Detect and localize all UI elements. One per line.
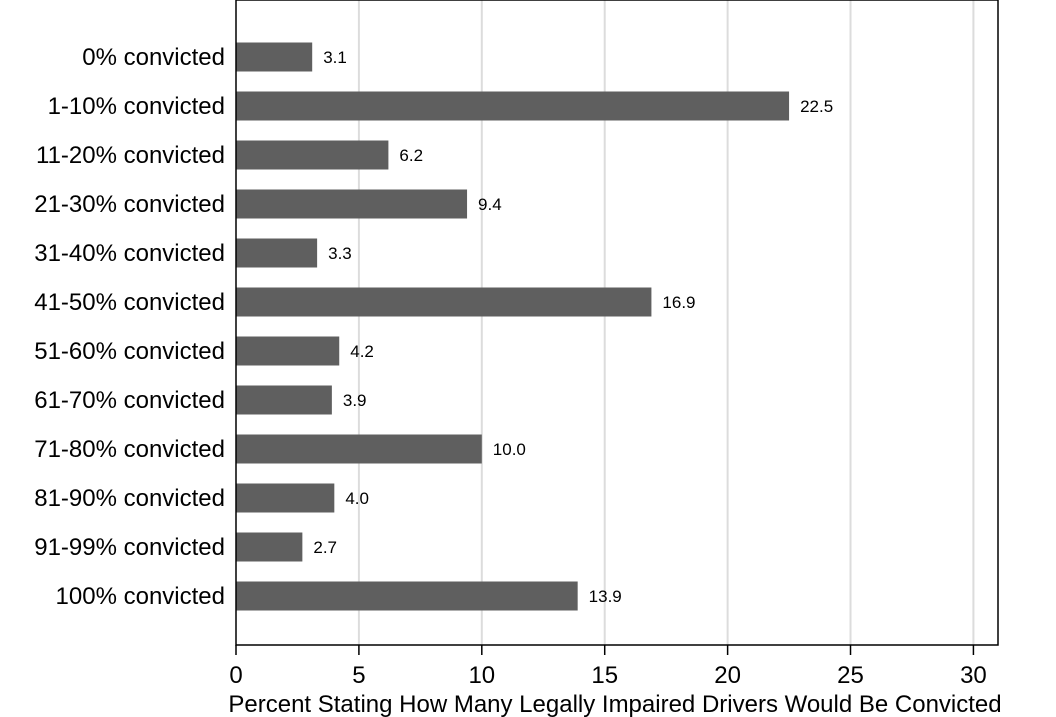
category-label: 100% convicted <box>56 583 225 610</box>
value-label: 4.0 <box>345 489 369 508</box>
value-label: 10.0 <box>493 440 526 459</box>
category-label: 61-70% convicted <box>34 387 225 414</box>
bar-1-10-convicted <box>236 91 790 121</box>
bar-91-99-convicted <box>236 532 303 562</box>
plot-frame <box>235 0 999 646</box>
value-label: 3.1 <box>323 48 347 67</box>
category-label: 1-10% convicted <box>48 93 225 120</box>
category-label: 21-30% convicted <box>34 191 225 218</box>
x-tick-label: 15 <box>591 662 618 689</box>
category-label: 91-99% convicted <box>34 534 225 561</box>
x-tick-label: 10 <box>468 662 495 689</box>
x-tick-label: 30 <box>960 662 987 689</box>
bar-81-90-convicted <box>236 483 335 513</box>
x-tick-label: 20 <box>714 662 741 689</box>
x-tick-label: 25 <box>837 662 864 689</box>
x-axis: 0 5 10 15 20 25 30 <box>229 645 987 689</box>
value-label: 13.9 <box>589 587 622 606</box>
bar-0-convicted <box>236 42 313 72</box>
category-label: 51-60% convicted <box>34 338 225 365</box>
category-label: 31-40% convicted <box>34 240 225 267</box>
x-tick-label: 5 <box>352 662 365 689</box>
bar-31-40-convicted <box>236 238 318 268</box>
bar-21-30-convicted <box>236 189 468 219</box>
bar-51-60-convicted <box>236 336 340 366</box>
category-label: 11-20% convicted <box>36 142 225 169</box>
category-label: 0% convicted <box>82 44 225 71</box>
value-labels: 3.1 22.5 6.2 9.4 3.3 16.9 4.2 3.9 10.0 4.0 2.7 13.9 <box>313 48 833 606</box>
bar-71-80-convicted <box>236 434 482 464</box>
bar-11-20-convicted <box>236 140 389 170</box>
category-labels: 0% convicted 1-10% convicted 11-20% convic… <box>34 44 225 610</box>
bar-61-70-convicted <box>236 385 332 415</box>
value-label: 2.7 <box>313 538 337 557</box>
bar-41-50-convicted <box>236 287 652 317</box>
value-label: 6.2 <box>399 146 423 165</box>
value-label: 3.9 <box>343 391 367 410</box>
category-label: 41-50% convicted <box>34 289 225 316</box>
bar-100-convicted <box>236 581 578 611</box>
value-label: 22.5 <box>800 97 833 116</box>
x-axis-title: Percent Stating How Many Legally Impaire… <box>228 691 1001 717</box>
category-label: 71-80% convicted <box>34 436 225 463</box>
value-label: 3.3 <box>328 244 352 263</box>
x-tick-label: 0 <box>229 662 242 689</box>
value-label: 16.9 <box>662 293 695 312</box>
value-label: 4.2 <box>350 342 374 361</box>
category-label: 81-90% convicted <box>34 485 225 512</box>
bars <box>236 42 790 611</box>
value-label: 9.4 <box>478 195 502 214</box>
